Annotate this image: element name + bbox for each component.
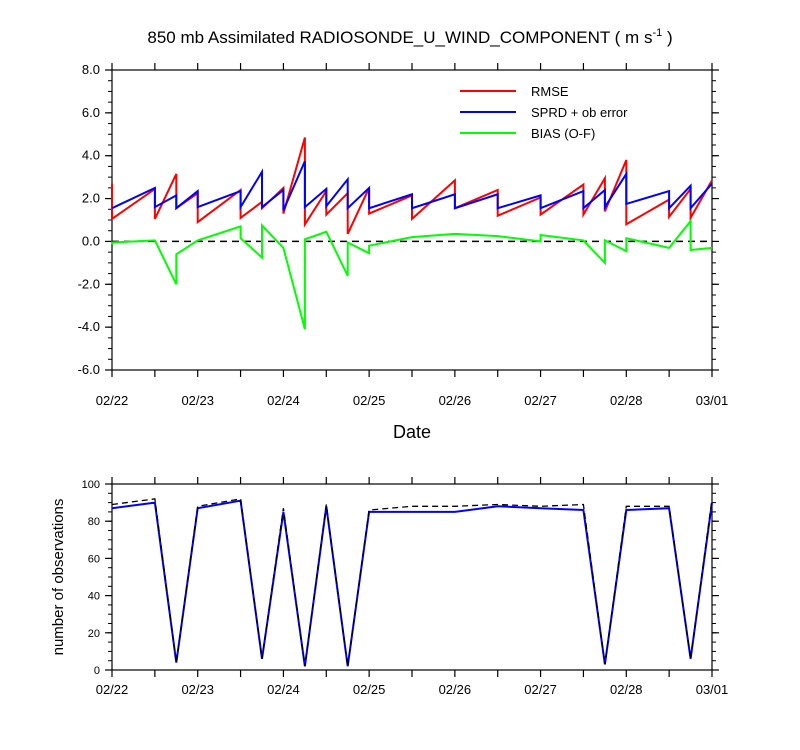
- x-tick-label: 02/25: [353, 682, 386, 697]
- legend-label-rmse: RMSE: [531, 84, 569, 99]
- bottom-x-axis: 02/22 02/23 02/24 02/25 02/26 02/27 02/28 03/01: [96, 477, 729, 697]
- top-x-axis-label: Date: [393, 422, 431, 442]
- y-tick-label: 8.0: [82, 62, 100, 77]
- x-tick-label: 02/28: [610, 682, 643, 697]
- legend: RMSE SPRD + ob error BIAS (O-F): [460, 84, 628, 141]
- x-tick-label: 02/23: [181, 682, 214, 697]
- legend-label-sprd: SPRD + ob error: [531, 105, 628, 120]
- x-tick-label: 02/22: [96, 393, 129, 408]
- series-line-rmse: [111, 137, 713, 235]
- top-y-axis: -6.0 -4.0 -2.0 0.0 2.0 4.0 6.0 8.0: [78, 62, 719, 377]
- top-chart-title-superscript: -1: [652, 27, 662, 39]
- x-tick-label: 02/26: [439, 393, 472, 408]
- y-tick-label: 4.0: [82, 148, 100, 163]
- series-line-bias-o-f: [111, 218, 713, 330]
- y-tick-label: 80: [88, 516, 100, 528]
- y-tick-label: 60: [88, 553, 100, 565]
- y-tick-label: -2.0: [78, 276, 100, 291]
- y-tick-label: 2.0: [82, 191, 100, 206]
- x-tick-label: 03/01: [696, 393, 729, 408]
- y-tick-label: 0: [94, 665, 100, 677]
- x-tick-label: 02/23: [181, 393, 214, 408]
- top-chart: 850 mb Assimilated RADIOSONDE_U_WIND_COM…: [78, 27, 729, 442]
- x-tick-label: 02/24: [267, 393, 300, 408]
- series-line-possible-observations: [111, 498, 713, 667]
- x-tick-label: 02/27: [524, 682, 557, 697]
- top-chart-title-end: ): [662, 28, 672, 47]
- y-tick-label: 0.0: [82, 233, 100, 248]
- y-tick-label: 6.0: [82, 105, 100, 120]
- bottom-series-group: [111, 498, 713, 667]
- legend-label-bias: BIAS (O-F): [531, 126, 595, 141]
- top-chart-title-main: 850 mb Assimilated RADIOSONDE_U_WIND_COM…: [147, 28, 652, 47]
- x-tick-label: 02/24: [267, 682, 300, 697]
- x-tick-label: 02/26: [439, 682, 472, 697]
- x-tick-label: 02/28: [610, 393, 643, 408]
- bottom-y-axis: 0 20 40 60 80 100: [82, 479, 719, 677]
- y-tick-label: 100: [82, 479, 100, 491]
- series-line-sprd-ob-error: [111, 160, 713, 211]
- bottom-y-axis-label: number of observations: [50, 499, 67, 656]
- y-tick-label: 20: [88, 628, 100, 640]
- top-series-group: [111, 137, 713, 330]
- y-tick-label: -4.0: [78, 319, 100, 334]
- x-tick-label: 02/27: [524, 393, 557, 408]
- x-tick-label: 02/25: [353, 393, 386, 408]
- x-tick-label: 02/22: [96, 682, 129, 697]
- series-line-used-observations: [111, 499, 713, 667]
- x-tick-label: 03/01: [696, 682, 729, 697]
- y-tick-label: -6.0: [78, 362, 100, 377]
- top-x-axis: 02/22 02/23 02/24 02/25 02/26 02/27 02/28 03/01: [96, 63, 729, 408]
- top-chart-title: 850 mb Assimilated RADIOSONDE_U_WIND_COM…: [147, 27, 672, 47]
- y-tick-label: 40: [88, 591, 100, 603]
